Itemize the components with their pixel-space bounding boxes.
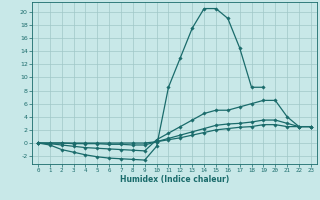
X-axis label: Humidex (Indice chaleur): Humidex (Indice chaleur) — [120, 175, 229, 184]
